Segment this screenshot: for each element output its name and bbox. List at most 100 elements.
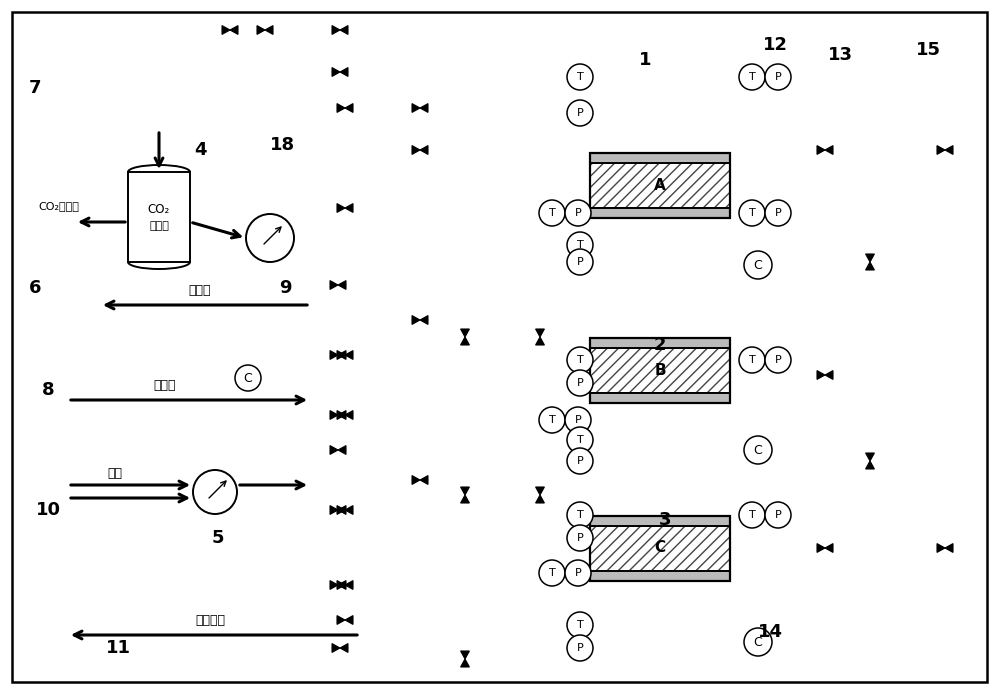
Polygon shape <box>461 337 469 345</box>
Polygon shape <box>536 337 544 345</box>
Text: 6: 6 <box>29 279 41 297</box>
Text: P: P <box>577 378 583 388</box>
Text: 7: 7 <box>29 79 41 97</box>
Text: 4: 4 <box>194 141 206 159</box>
Polygon shape <box>230 26 238 35</box>
Circle shape <box>567 635 593 661</box>
Polygon shape <box>825 146 833 154</box>
Circle shape <box>567 612 593 638</box>
Circle shape <box>539 407 565 433</box>
Polygon shape <box>345 411 353 419</box>
Polygon shape <box>265 26 273 35</box>
Text: C: C <box>754 636 762 648</box>
Polygon shape <box>338 280 346 289</box>
Text: T: T <box>577 435 583 445</box>
Polygon shape <box>937 543 945 552</box>
Polygon shape <box>338 350 346 359</box>
Polygon shape <box>536 487 544 495</box>
Polygon shape <box>330 280 338 289</box>
Polygon shape <box>817 146 825 154</box>
Text: CO₂: CO₂ <box>148 203 170 216</box>
Circle shape <box>744 436 772 464</box>
Polygon shape <box>461 487 469 495</box>
Polygon shape <box>461 495 469 503</box>
Text: P: P <box>577 643 583 653</box>
Text: C: C <box>654 541 666 555</box>
Text: T: T <box>577 510 583 520</box>
Polygon shape <box>345 616 353 625</box>
Polygon shape <box>345 506 353 514</box>
Circle shape <box>765 64 791 90</box>
Polygon shape <box>825 371 833 380</box>
Circle shape <box>565 560 591 586</box>
Text: T: T <box>549 415 555 425</box>
Polygon shape <box>412 103 420 112</box>
Circle shape <box>567 249 593 275</box>
Text: T: T <box>749 510 755 520</box>
Text: P: P <box>575 415 581 425</box>
Polygon shape <box>337 203 345 212</box>
Polygon shape <box>330 350 338 359</box>
Circle shape <box>744 628 772 656</box>
Circle shape <box>567 370 593 396</box>
Polygon shape <box>536 495 544 503</box>
Text: P: P <box>775 208 781 218</box>
Circle shape <box>567 347 593 373</box>
Polygon shape <box>338 506 346 514</box>
Polygon shape <box>817 543 825 552</box>
Text: 10: 10 <box>36 501 60 519</box>
Polygon shape <box>866 453 874 461</box>
Text: CO₂排气口: CO₂排气口 <box>38 201 79 211</box>
Bar <box>590 338 730 348</box>
Polygon shape <box>340 26 348 35</box>
Polygon shape <box>817 371 825 380</box>
Circle shape <box>567 232 593 258</box>
Polygon shape <box>332 643 340 652</box>
Polygon shape <box>345 350 353 359</box>
Text: P: P <box>577 257 583 267</box>
Text: 8: 8 <box>42 381 54 399</box>
Polygon shape <box>345 581 353 589</box>
Polygon shape <box>420 316 428 324</box>
Text: P: P <box>577 533 583 543</box>
Bar <box>128 172 190 262</box>
Circle shape <box>567 448 593 474</box>
Text: P: P <box>575 568 581 578</box>
Text: 缓冲罐: 缓冲罐 <box>149 221 169 231</box>
Text: P: P <box>575 208 581 218</box>
Polygon shape <box>461 329 469 337</box>
Polygon shape <box>337 506 345 514</box>
Polygon shape <box>257 26 265 35</box>
Polygon shape <box>345 103 353 112</box>
Circle shape <box>246 214 294 262</box>
Text: A: A <box>654 178 666 192</box>
Text: T: T <box>577 72 583 82</box>
Polygon shape <box>420 146 428 154</box>
Polygon shape <box>866 254 874 262</box>
Polygon shape <box>340 67 348 76</box>
Text: 冷烟气: 冷烟气 <box>189 284 211 296</box>
Circle shape <box>739 502 765 528</box>
Text: 1: 1 <box>639 51 651 69</box>
Polygon shape <box>337 581 345 589</box>
Text: P: P <box>775 510 781 520</box>
Text: 空气排气: 空气排气 <box>195 614 225 627</box>
Polygon shape <box>825 543 833 552</box>
Text: 3: 3 <box>659 511 671 529</box>
Circle shape <box>567 100 593 126</box>
Bar <box>590 571 730 581</box>
Text: T: T <box>577 355 583 365</box>
Polygon shape <box>866 262 874 270</box>
Polygon shape <box>420 103 428 112</box>
Circle shape <box>193 470 237 514</box>
Circle shape <box>565 200 591 226</box>
Polygon shape <box>330 446 338 455</box>
Polygon shape <box>332 26 340 35</box>
Polygon shape <box>536 329 544 337</box>
Bar <box>590 516 730 526</box>
Text: 热烟气: 热烟气 <box>154 378 176 391</box>
Bar <box>590 153 730 218</box>
Text: P: P <box>577 456 583 466</box>
Polygon shape <box>945 543 953 552</box>
Polygon shape <box>945 146 953 154</box>
